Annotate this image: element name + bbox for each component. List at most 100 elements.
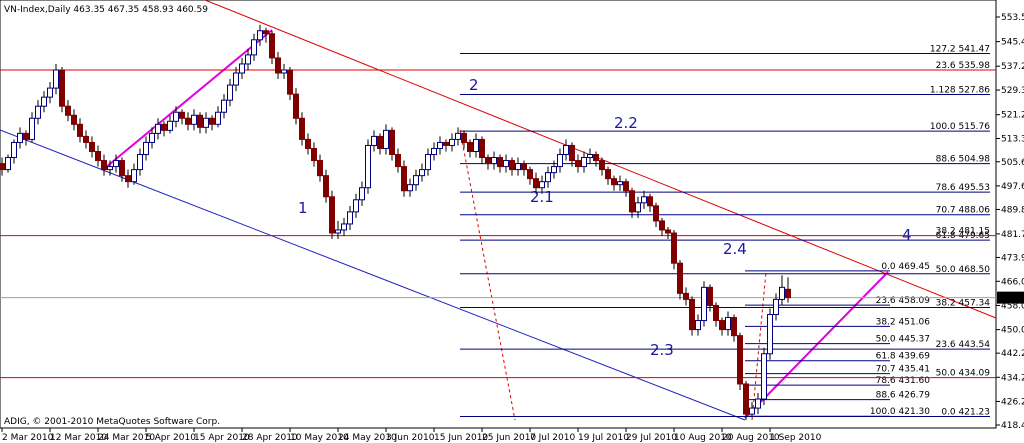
fib-label: 1.128 527.86 [930,86,990,96]
candle-body [215,111,221,125]
candle-body [515,163,521,171]
candle-body [293,93,299,119]
y-tick-label: 545.40 [1001,38,1024,48]
candle-body [383,129,389,149]
candle-body [539,181,545,189]
candle-body [341,223,347,231]
wave-label: 2.3 [650,341,674,359]
y-tick-label: 497.60 [1001,182,1024,192]
fib-label: 23.6 535.98 [936,61,991,71]
fib-label: 38.2 481.15 [936,227,990,237]
candle-body [521,163,527,171]
candle-body [365,144,371,189]
fib-label: 50.0 434.09 [936,369,991,379]
candle-body [143,141,149,156]
fib-label: 0.0 421.23 [941,407,990,417]
candle-body [47,87,53,98]
candle-body [41,96,47,107]
candle-body [371,135,377,146]
candle-body [593,154,599,162]
plot-frame [0,0,997,429]
candle-body [131,169,137,183]
candle-body [101,160,107,171]
x-tick-label: 10 Aug 2010 [674,433,732,443]
candle-body [719,320,725,331]
candle-body [227,84,233,101]
candle-body [629,190,635,213]
x-tick-label: 19 Jul 2010 [578,433,629,443]
fib-label: 61.8 439.69 [876,352,931,362]
candle-body [755,398,761,409]
candle-body [419,169,425,177]
candle-body [623,181,629,192]
candle-body [95,150,101,162]
fib-label: 70.7 488.06 [936,206,991,216]
candle-body [305,138,311,149]
chart-title: VN-Index,Daily 463.35 467.35 458.93 460.… [4,5,208,15]
candle-body [773,298,779,316]
candle-body [641,196,647,204]
candle-body [569,144,575,162]
candle-body [467,141,473,152]
fib-label: 70.7 435.41 [876,365,930,375]
copyright: ADIG, © 2001-2010 MetaQuotes Software Co… [4,417,220,427]
candle-body [545,172,551,183]
candle-body [473,138,479,152]
trend-line [459,129,516,421]
candle-body [107,166,113,171]
y-tick-label: 529.35 [1001,86,1024,96]
candle-body [653,205,659,222]
candle-body [671,232,677,264]
x-tick-label: 24 Mar 2010 [98,433,155,443]
candle-body [605,169,611,180]
x-tick-label: 29 Jul 2010 [626,433,677,443]
candle-body [149,132,155,143]
x-tick-label: 3 Jun 2010 [386,433,435,443]
fib-label: 127.2 541.47 [930,44,990,54]
candle-body [449,138,455,146]
fib-label: 88.6 504.98 [936,155,991,165]
x-tick-label: 5 Apr 2010 [146,433,196,443]
candle-body [563,144,569,156]
y-tick-label: 418.40 [1001,421,1024,431]
candle-body [587,154,593,159]
x-tick-label: 1 Sep 2010 [770,433,822,443]
candle-body [431,147,437,156]
candle-body [689,298,695,331]
x-tick-label: 10 May 2010 [290,433,349,443]
candle-body [317,160,323,177]
candle-body [767,314,773,355]
candle-body [17,132,23,143]
y-tick-label: 505.60 [1001,158,1024,168]
candle-body [551,166,557,174]
candle-body [155,123,161,134]
candle-body [263,30,269,35]
candle-body [53,69,59,89]
x-tick-label: 24 May 2010 [338,433,397,443]
candle-body [497,157,503,168]
fib-label: 100.0 515.76 [930,122,990,132]
fib-label: 88.6 426.79 [876,391,931,401]
candle-body [749,407,755,415]
candle-body [179,111,185,119]
candle-body [701,286,707,322]
candle-body [269,33,275,59]
y-tick-label: 481.70 [1001,230,1024,240]
candle-body [665,229,671,234]
y-tick-label: 553.55 [1001,13,1024,23]
candle-body [89,141,95,152]
candle-body [251,39,257,56]
candle-body [455,132,461,140]
candle-body [743,383,749,415]
candle-body [275,57,281,74]
y-tick-label: 521.20 [1001,111,1024,121]
candle-body [533,178,539,189]
candle-body [257,30,263,41]
candle-body [479,138,485,159]
candle-body [785,288,791,299]
candle-body [377,135,383,149]
candle-body [281,69,287,74]
y-tick-label: 466.00 [1001,277,1024,287]
fib-label: 50.0 445.37 [876,335,930,345]
